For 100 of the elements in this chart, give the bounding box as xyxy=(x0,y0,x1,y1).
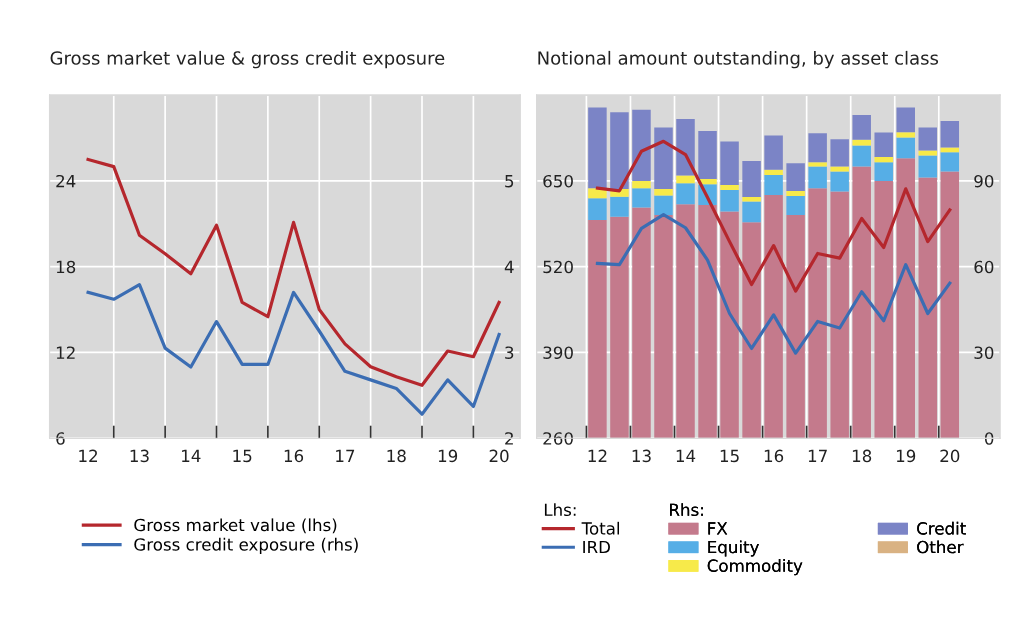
bar xyxy=(896,158,915,439)
legend-label: IRD xyxy=(583,540,610,554)
bar xyxy=(588,220,607,439)
bar xyxy=(786,196,805,215)
bar xyxy=(940,147,960,153)
legend-label: Other xyxy=(917,540,964,554)
bar xyxy=(918,177,938,439)
line-series xyxy=(595,139,952,293)
bar xyxy=(764,169,783,175)
bar xyxy=(918,155,938,178)
x-tick-label: 17 xyxy=(336,449,355,462)
bar xyxy=(874,162,893,181)
bar xyxy=(676,175,695,184)
bar xyxy=(720,211,739,439)
bar xyxy=(676,118,695,176)
x-tick-label: 13 xyxy=(130,449,149,463)
x-tick-label: 18 xyxy=(387,449,406,463)
x-tick-label: 15 xyxy=(720,449,739,463)
bar xyxy=(808,166,827,189)
x-tick-label: 13 xyxy=(632,449,651,463)
bar xyxy=(852,166,871,439)
y2-tick-label: 3 xyxy=(505,346,514,360)
bar xyxy=(874,132,893,157)
x-tick-label: 19 xyxy=(438,449,458,463)
y2-tick-label: 4 xyxy=(504,260,514,274)
bar xyxy=(742,222,761,439)
bar xyxy=(654,127,673,189)
bar xyxy=(852,114,871,140)
bar xyxy=(676,204,695,439)
bar xyxy=(852,139,871,146)
legend-label: Total xyxy=(581,521,619,535)
y-tick-label: 18 xyxy=(56,260,76,274)
bar xyxy=(632,109,651,181)
x-tick-label: 14 xyxy=(676,449,696,462)
bar xyxy=(764,174,783,195)
x-tick-label: 16 xyxy=(284,449,304,463)
bar xyxy=(654,214,673,439)
bar xyxy=(940,120,960,148)
bar xyxy=(896,107,915,133)
bar xyxy=(720,184,739,191)
bar xyxy=(720,190,739,212)
y-tick-label: 6 xyxy=(56,432,65,445)
bar xyxy=(610,112,629,189)
bar xyxy=(896,132,915,138)
x-tick-label: 20 xyxy=(940,449,960,463)
bar xyxy=(588,198,607,221)
bar xyxy=(698,130,717,179)
bar xyxy=(786,163,805,191)
y2-tick-label: 0 xyxy=(984,432,994,445)
legend-label: Gross credit exposure (rhs) xyxy=(134,537,358,554)
text: Lhs: xyxy=(544,503,576,517)
y-tick-label: 260 xyxy=(543,432,573,445)
y2-tick-label: 5 xyxy=(505,175,514,188)
bar xyxy=(786,214,805,439)
bar xyxy=(742,201,761,223)
x-tick-label: 12 xyxy=(79,449,97,462)
chart-title: Notional amount outstanding, by asset class xyxy=(538,50,939,69)
y-tick-label: 650 xyxy=(543,174,573,188)
y2-tick-label: 90 xyxy=(974,174,994,188)
bar xyxy=(720,141,739,185)
y-tick-label: 520 xyxy=(543,260,573,274)
y2-tick-label: 60 xyxy=(974,260,994,274)
bar xyxy=(742,160,761,197)
y-tick-label: 12 xyxy=(56,346,75,359)
bar xyxy=(874,180,893,439)
bar xyxy=(610,196,629,217)
bar xyxy=(830,139,849,167)
bar xyxy=(764,135,783,170)
legend-label: Gross market value (lhs) xyxy=(134,518,337,534)
legend-label: Equity xyxy=(708,540,759,557)
bar xyxy=(896,137,915,159)
x-tick-label: 12 xyxy=(588,449,607,462)
legend-label: FX xyxy=(708,522,728,535)
bar xyxy=(830,171,849,192)
text: Rhs: xyxy=(670,503,703,517)
bar xyxy=(588,107,607,189)
x-tick-label: 14 xyxy=(182,449,201,462)
legend-label: Commodity xyxy=(707,559,803,576)
bar xyxy=(940,152,960,172)
x-tick-label: 16 xyxy=(764,449,784,463)
bar xyxy=(698,204,717,439)
x-tick-label: 15 xyxy=(233,449,252,463)
line-series xyxy=(86,283,501,416)
bar xyxy=(852,145,871,167)
bar xyxy=(830,191,849,439)
bar xyxy=(632,207,651,439)
bar xyxy=(874,156,893,163)
y-tick-label: 24 xyxy=(56,174,76,188)
bar xyxy=(786,190,805,197)
bar xyxy=(808,133,827,163)
line-series xyxy=(595,212,952,355)
bar xyxy=(632,180,651,189)
chart-title: Gross market value & gross credit exposure xyxy=(50,50,445,69)
y2-tick-label: 30 xyxy=(974,346,994,360)
bar xyxy=(808,162,827,167)
x-tick-label: 18 xyxy=(852,449,872,463)
bar xyxy=(632,188,651,208)
x-tick-label: 20 xyxy=(489,449,509,463)
bar xyxy=(808,188,827,439)
x-tick-label: 19 xyxy=(896,449,916,463)
